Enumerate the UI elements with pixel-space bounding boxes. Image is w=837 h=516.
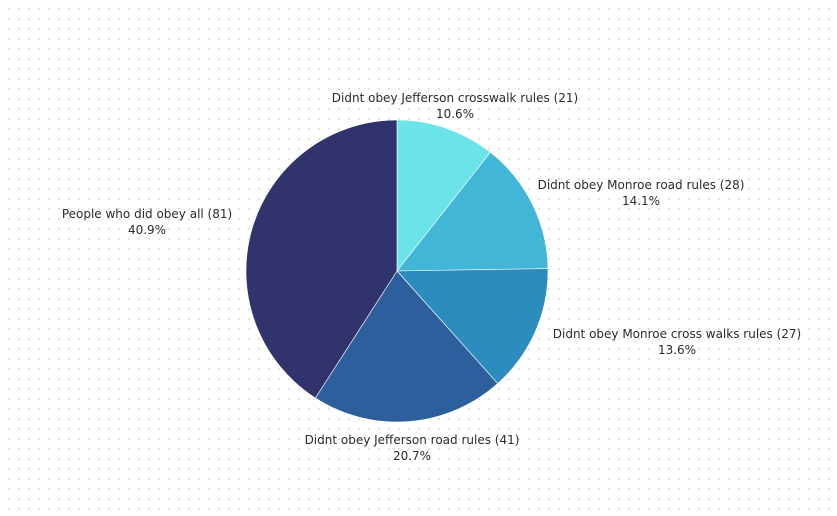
pie-slice[interactable] xyxy=(396,151,549,272)
slice-label: Didnt obey Monroe cross walks rules (27) xyxy=(553,327,801,341)
slice-percent-label: 20.7% xyxy=(393,449,431,463)
pie-slice[interactable] xyxy=(245,119,398,399)
slice-label: Didnt obey Jefferson road rules (41) xyxy=(305,433,520,447)
slice-label: People who did obey all (81) xyxy=(62,207,232,221)
slice-percent-label: 13.6% xyxy=(658,343,696,357)
slice-percent-label: 14.1% xyxy=(622,194,660,208)
pie-slice[interactable] xyxy=(314,270,499,423)
pie-slice[interactable] xyxy=(396,119,491,272)
slice-percent-label: 40.9% xyxy=(128,223,166,237)
pie-slice[interactable] xyxy=(396,268,549,384)
slice-percent-label: 10.6% xyxy=(436,107,474,121)
slice-label: Didnt obey Monroe road rules (28) xyxy=(538,178,745,192)
slice-label: Didnt obey Jefferson crosswalk rules (21… xyxy=(332,91,578,105)
